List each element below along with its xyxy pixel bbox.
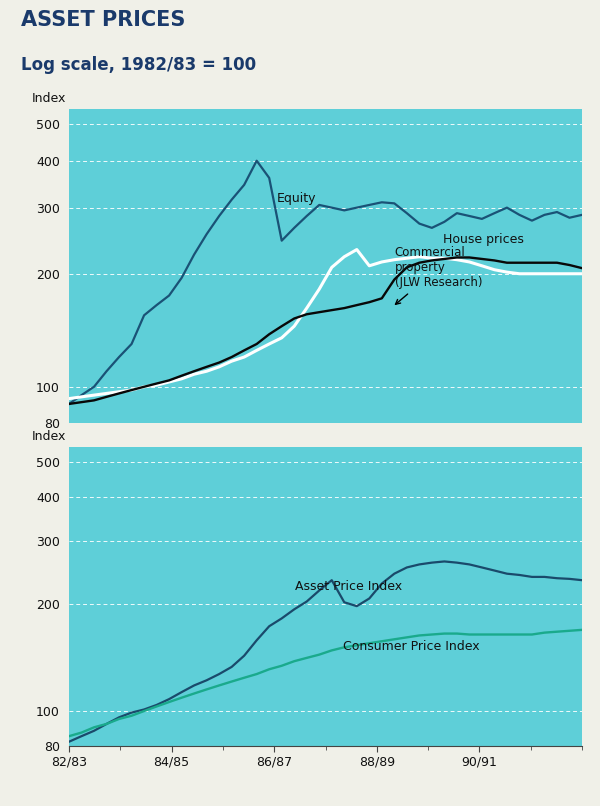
Text: Index: Index: [32, 430, 66, 443]
Text: ASSET PRICES: ASSET PRICES: [21, 10, 185, 30]
Text: Commercial
property
(JLW Research): Commercial property (JLW Research): [395, 247, 482, 305]
Text: Consumer Price Index: Consumer Price Index: [343, 641, 480, 654]
Text: Log scale, 1982/83 = 100: Log scale, 1982/83 = 100: [21, 56, 256, 74]
Text: Equity: Equity: [277, 193, 316, 206]
Text: House prices: House prices: [443, 233, 524, 246]
Text: Index: Index: [32, 92, 66, 105]
Text: Asset Price Index: Asset Price Index: [295, 580, 402, 593]
